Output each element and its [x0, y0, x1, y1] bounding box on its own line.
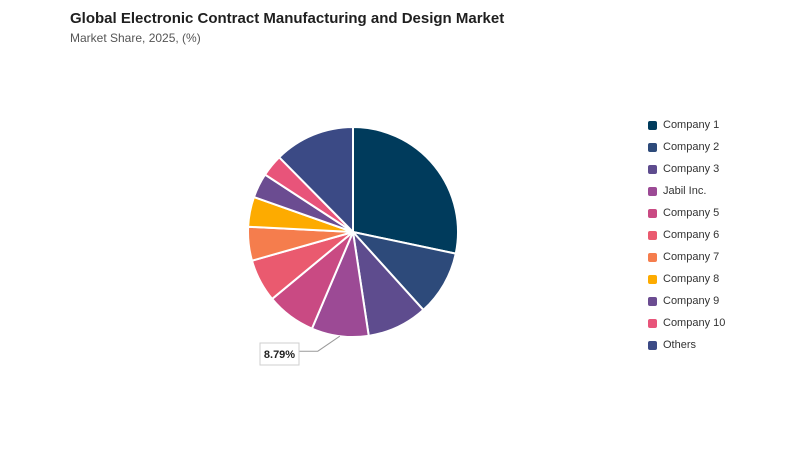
legend-item[interactable]: Others — [648, 334, 725, 356]
legend-item[interactable]: Company 9 — [648, 290, 725, 312]
legend-swatch — [648, 142, 657, 152]
legend-label: Others — [663, 339, 697, 351]
legend-label: Company 8 — [663, 273, 720, 285]
legend-swatch — [648, 120, 657, 130]
legend-swatch — [648, 318, 657, 328]
chart-subtitle: Market Share, 2025, (%) — [70, 31, 201, 45]
legend-item[interactable]: Company 1 — [648, 114, 725, 136]
legend-label: Company 10 — [663, 317, 726, 329]
pie-slice-others[interactable] — [277, 125, 354, 235]
legend-label: Jabil Inc. — [663, 185, 707, 197]
data-label-leader-line — [299, 335, 341, 352]
legend-label: Company 2 — [663, 141, 720, 153]
legend-swatch — [648, 164, 657, 174]
legend-label: Company 3 — [663, 163, 720, 175]
legend-item[interactable]: Company 10 — [648, 312, 725, 334]
legend-label: Company 1 — [663, 119, 720, 131]
legend-item[interactable]: Company 5 — [648, 202, 725, 224]
legend-label: Company 6 — [663, 229, 720, 241]
pie-slice-company-1[interactable] — [352, 125, 459, 255]
legend-label: Company 7 — [663, 251, 720, 263]
legend-item[interactable]: Company 7 — [648, 246, 725, 268]
legend-item[interactable]: Company 8 — [648, 268, 725, 290]
legend-swatch — [648, 186, 657, 196]
legend-label: Company 9 — [663, 295, 720, 307]
legend-swatch — [648, 296, 657, 306]
legend-item[interactable]: Company 2 — [648, 136, 725, 158]
legend-swatch — [648, 274, 657, 284]
chart-title: Global Electronic Contract Manufacturing… — [70, 10, 505, 27]
data-label: 8.79% — [264, 349, 295, 361]
legend-swatch — [648, 230, 657, 240]
chart-legend: Company 1 Company 2 Company 3 Jabil Inc. Com… — [648, 114, 725, 356]
legend-item[interactable]: Company 6 — [648, 224, 725, 246]
data-label-box — [259, 342, 300, 366]
legend-swatch — [648, 252, 657, 262]
legend-label: Company 5 — [663, 207, 720, 219]
legend-swatch — [648, 340, 657, 350]
legend-swatch — [648, 208, 657, 218]
legend-item[interactable]: Company 3 — [648, 158, 725, 180]
legend-item[interactable]: Jabil Inc. — [648, 180, 725, 202]
